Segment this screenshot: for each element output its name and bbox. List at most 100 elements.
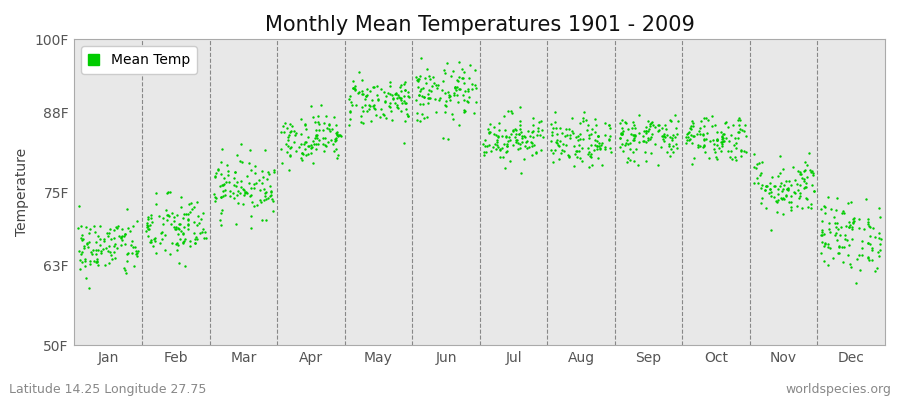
Point: [429, 85, 444, 91]
Point: [181, 216, 195, 223]
Point: [710, 129, 724, 135]
Point: [871, 248, 886, 255]
Point: [579, 117, 593, 124]
Point: [79, 275, 94, 282]
Point: [499, 133, 513, 139]
Point: [699, 136, 714, 142]
Point: [385, 116, 400, 123]
Point: [262, 171, 276, 177]
Point: [398, 118, 412, 124]
Point: [625, 125, 639, 131]
Point: [118, 266, 132, 273]
Point: [412, 92, 427, 98]
Point: [140, 224, 155, 231]
Point: [93, 223, 107, 229]
Point: [308, 135, 322, 142]
Point: [448, 87, 463, 93]
Point: [130, 253, 144, 260]
Point: [664, 135, 679, 141]
Point: [492, 146, 507, 153]
Point: [603, 125, 617, 132]
Point: [835, 244, 850, 250]
Point: [399, 100, 413, 106]
Point: [342, 122, 356, 129]
Point: [832, 232, 847, 238]
Point: [90, 256, 104, 262]
Point: [344, 99, 358, 105]
Point: [263, 183, 277, 190]
Point: [531, 128, 545, 134]
Point: [709, 136, 724, 142]
Point: [356, 108, 371, 114]
Point: [394, 81, 409, 88]
Point: [727, 135, 742, 142]
Point: [643, 126, 657, 132]
Point: [569, 134, 583, 140]
Point: [840, 237, 854, 243]
Point: [220, 162, 234, 168]
Point: [174, 194, 188, 200]
Point: [755, 182, 770, 188]
Point: [317, 147, 331, 154]
Point: [779, 178, 794, 184]
Point: [96, 236, 111, 242]
Point: [528, 150, 543, 156]
Point: [437, 90, 452, 96]
Point: [718, 120, 733, 127]
Point: [219, 179, 233, 185]
Point: [643, 135, 657, 142]
Point: [727, 154, 742, 160]
Point: [501, 134, 516, 140]
Point: [670, 118, 685, 124]
Point: [450, 84, 464, 90]
Point: [426, 74, 440, 80]
Point: [357, 102, 372, 108]
Point: [415, 92, 429, 99]
Point: [627, 136, 642, 143]
Point: [776, 195, 790, 201]
Point: [104, 252, 118, 258]
Point: [288, 148, 302, 154]
Point: [602, 122, 616, 128]
Point: [228, 169, 242, 175]
Point: [432, 97, 446, 103]
Point: [83, 258, 97, 265]
Point: [118, 231, 132, 237]
Point: [93, 236, 107, 242]
Point: [144, 236, 158, 243]
Point: [75, 237, 89, 243]
Point: [872, 253, 886, 260]
Point: [253, 187, 267, 193]
Point: [842, 224, 856, 230]
Point: [293, 116, 308, 122]
Point: [209, 195, 223, 201]
Point: [729, 140, 743, 146]
Point: [567, 151, 581, 157]
Point: [122, 225, 136, 231]
Point: [86, 246, 100, 253]
Point: [216, 192, 230, 199]
Point: [615, 130, 629, 137]
Point: [708, 149, 723, 156]
Point: [792, 168, 806, 175]
Point: [169, 240, 184, 246]
Point: [113, 234, 128, 240]
Point: [104, 256, 119, 262]
Point: [660, 149, 674, 155]
Point: [298, 121, 312, 128]
Point: [450, 92, 464, 98]
Point: [478, 137, 492, 144]
Point: [174, 228, 188, 234]
Point: [828, 206, 842, 213]
Point: [590, 138, 604, 144]
Point: [487, 124, 501, 130]
Point: [516, 133, 530, 140]
Point: [664, 146, 679, 152]
Point: [309, 133, 323, 139]
Point: [253, 196, 267, 203]
Point: [356, 90, 370, 97]
Point: [821, 244, 835, 250]
Point: [294, 150, 309, 156]
Point: [694, 118, 708, 124]
Point: [509, 130, 524, 137]
